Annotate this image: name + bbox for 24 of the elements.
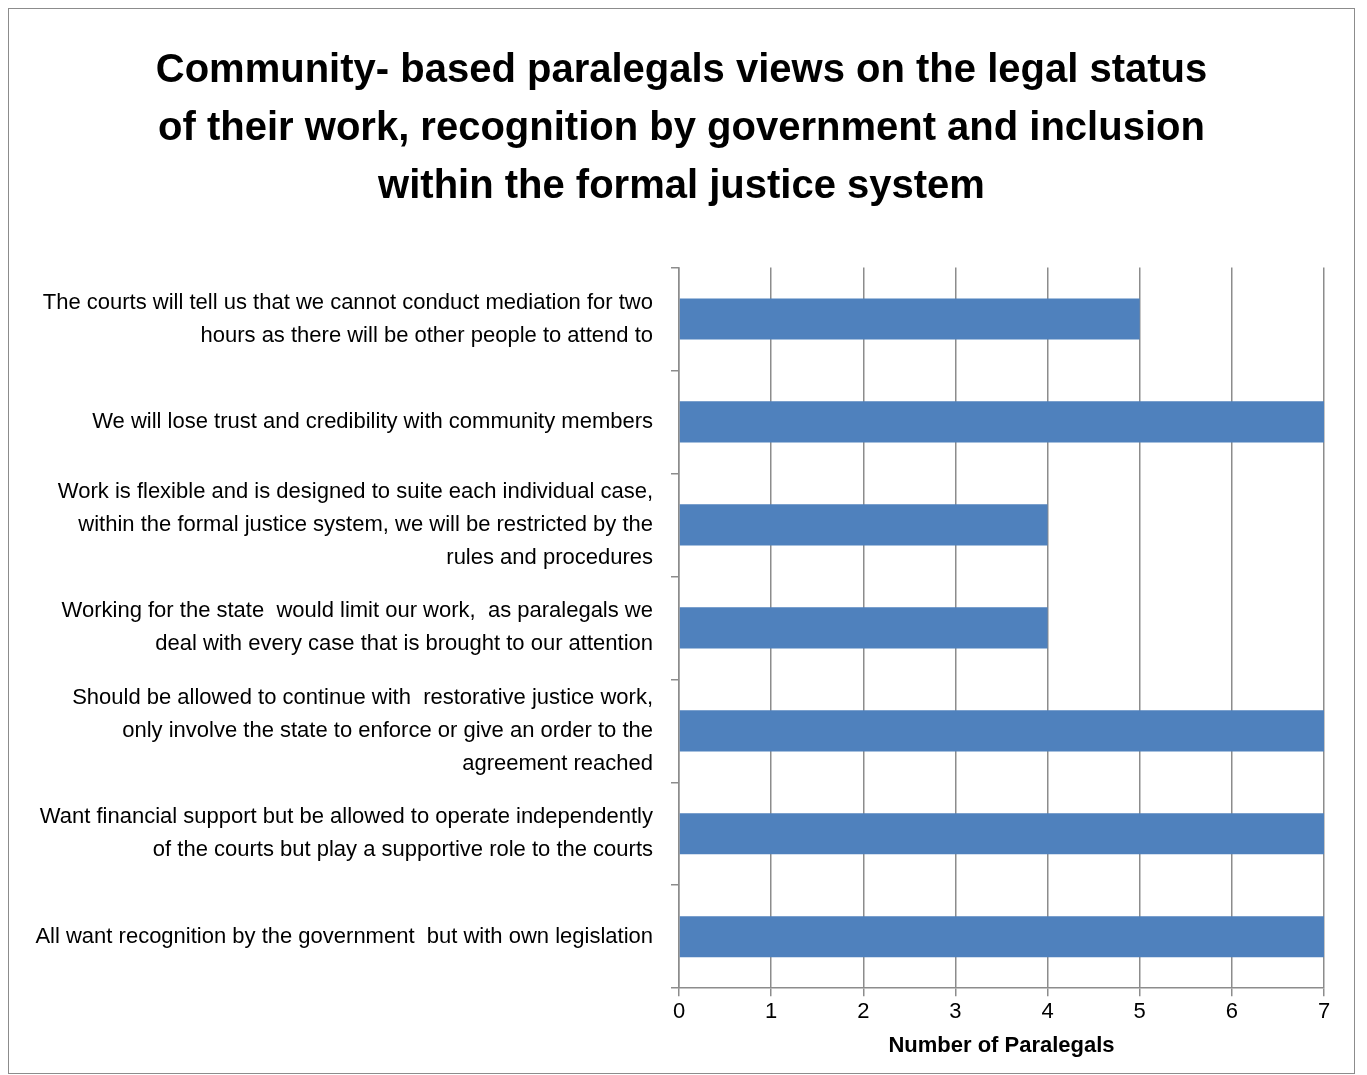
bar [679, 916, 1324, 958]
bar [679, 298, 1140, 340]
x-tick-label: 6 [1225, 998, 1238, 1024]
y-tick-label: The courts will tell us that we cannot conduct mediation for two hours as there will be other people to attend to [42, 288, 653, 347]
y-tick-label: Work is flexible and is designed to suite each individual case, within the formal justice system, we will be restricted by the rules and procedures [57, 477, 653, 569]
y-tick-label: Should be allowed to continue with restorative justice work, only involve the state to enforce or give an order to the agreement reached [72, 683, 653, 775]
x-tick-label: 2 [857, 998, 870, 1024]
x-axis-title: Number of Paralegals [888, 1031, 1115, 1057]
bar [679, 401, 1324, 443]
x-tick-label: 1 [765, 998, 778, 1024]
bar [679, 504, 1048, 546]
x-tick-label: 0 [672, 998, 686, 1024]
y-tick-label: Working for the state would limit our work, as paralegals we deal with every case that is brought to our attention [61, 597, 653, 656]
y-tick-label: Want financial support but be allowed to operate independently of the courts but play a supportive role to the courts [39, 803, 653, 862]
x-tick-label: 5 [1133, 998, 1146, 1024]
y-tick-label: We will lose trust and credibility with community members [92, 408, 653, 433]
bar [679, 710, 1324, 752]
x-tick-label: 3 [949, 998, 962, 1024]
y-tick-label: All want recognition by the government but with own legislation [35, 922, 653, 948]
x-tick-label: 7 [1317, 998, 1331, 1024]
bar [679, 607, 1048, 649]
x-tick-label: 4 [1041, 998, 1054, 1024]
chart-title: Community- based paralegals views on the legal status of their work, recognition by government and inclusion within the formal justice system [154, 45, 1209, 208]
bar [679, 813, 1324, 855]
